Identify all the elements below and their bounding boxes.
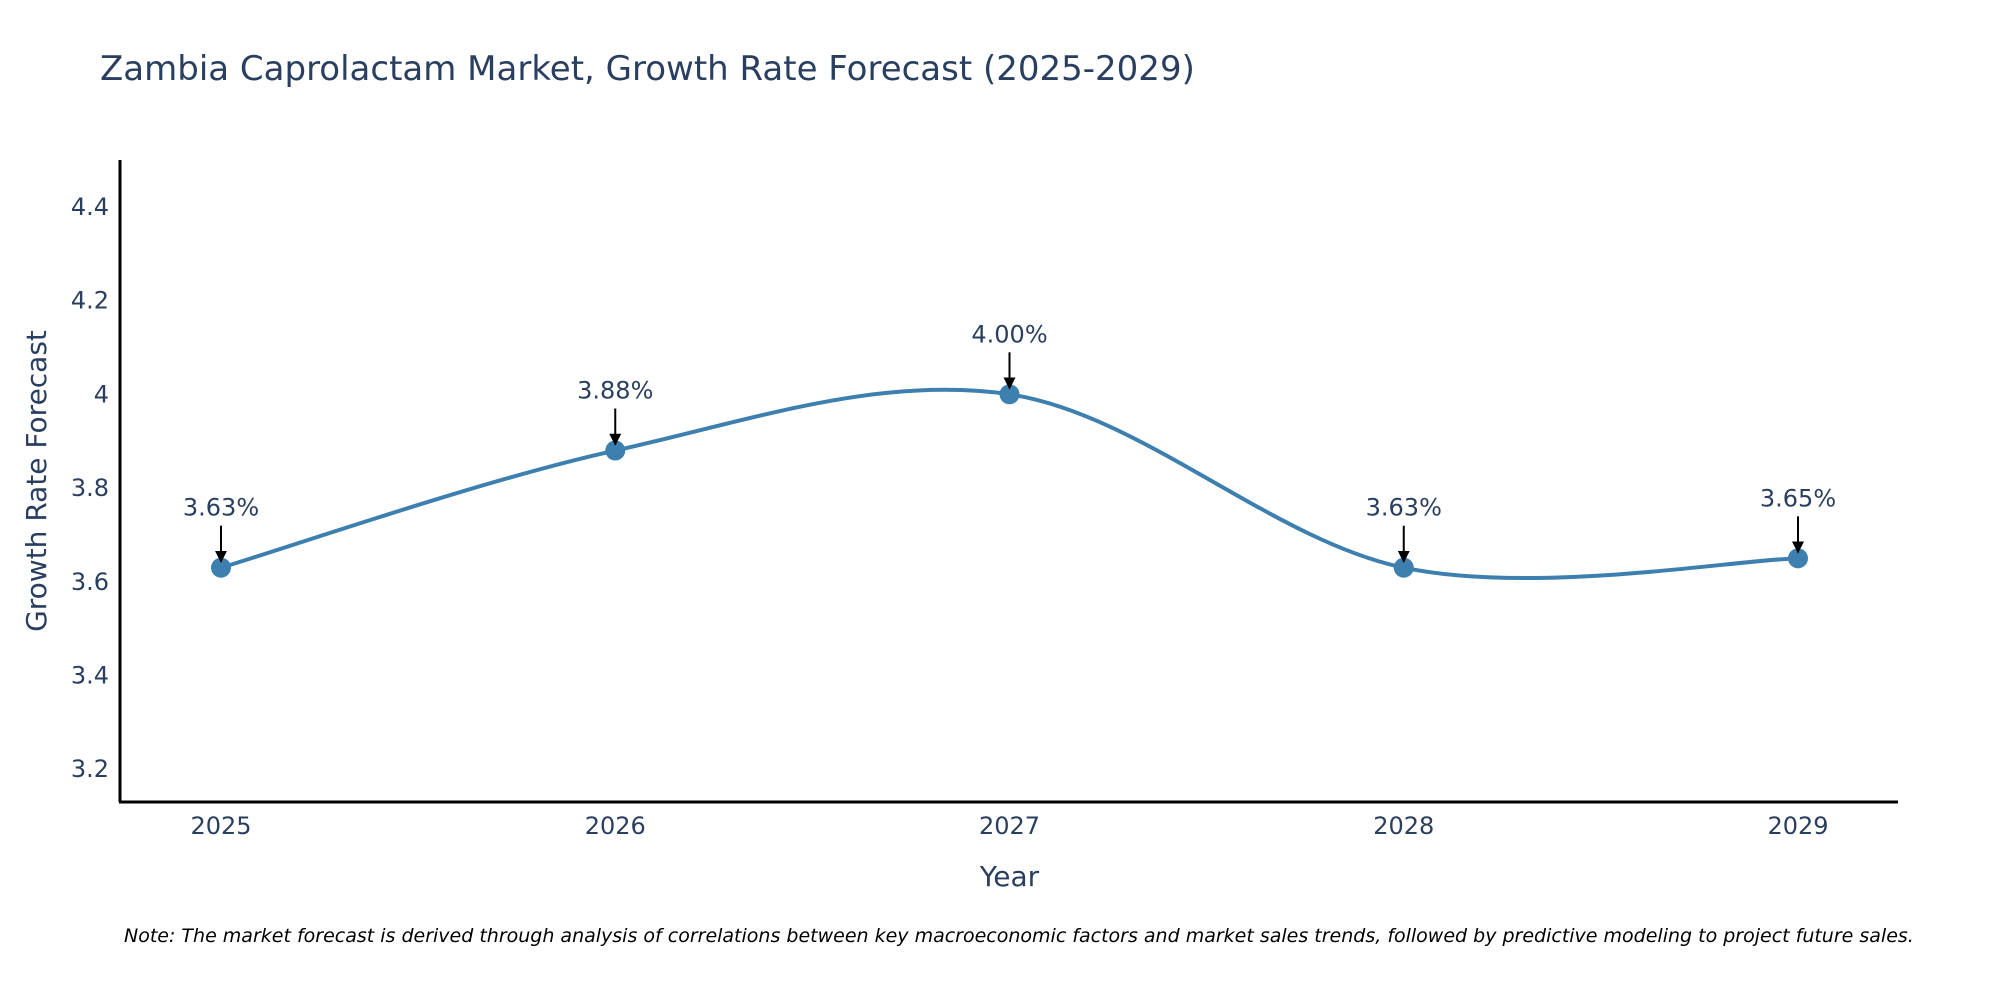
y-tick-label: 4 <box>94 380 109 408</box>
y-tick-label: 3.2 <box>71 755 109 783</box>
y-axis-title: Growth Rate Forecast <box>20 330 53 632</box>
data-annotations: 3.63% 3.88% 4.00% 3.63% 3.65% <box>183 320 1836 563</box>
data-label: 3.63% <box>183 494 259 522</box>
chart-title: Zambia Caprolactam Market, Growth Rate F… <box>100 49 1195 89</box>
x-axis-ticks: 2025 2026 2027 2028 2029 <box>190 812 1828 840</box>
x-tick-label: 2028 <box>1373 812 1434 840</box>
y-tick-label: 3.4 <box>71 661 109 689</box>
y-tick-label: 4.2 <box>71 287 109 315</box>
data-label: 4.00% <box>971 320 1047 348</box>
y-tick-label: 4.4 <box>71 193 109 221</box>
y-axis-ticks: 3.2 3.4 3.6 3.8 4 4.2 4.4 <box>71 193 109 783</box>
data-label: 3.65% <box>1760 484 1836 512</box>
x-tick-label: 2025 <box>190 812 251 840</box>
y-tick-label: 3.8 <box>71 474 109 502</box>
series-line <box>220 387 1799 581</box>
data-markers <box>211 384 1808 578</box>
x-tick-label: 2027 <box>979 812 1040 840</box>
data-label: 3.88% <box>577 377 653 405</box>
data-label: 3.63% <box>1366 494 1442 522</box>
x-tick-label: 2029 <box>1767 812 1828 840</box>
y-tick-label: 3.6 <box>71 568 109 596</box>
x-tick-label: 2026 <box>585 812 646 840</box>
chart-note: Note: The market forecast is derived thr… <box>124 925 1914 947</box>
x-axis-title: Year <box>979 860 1040 893</box>
